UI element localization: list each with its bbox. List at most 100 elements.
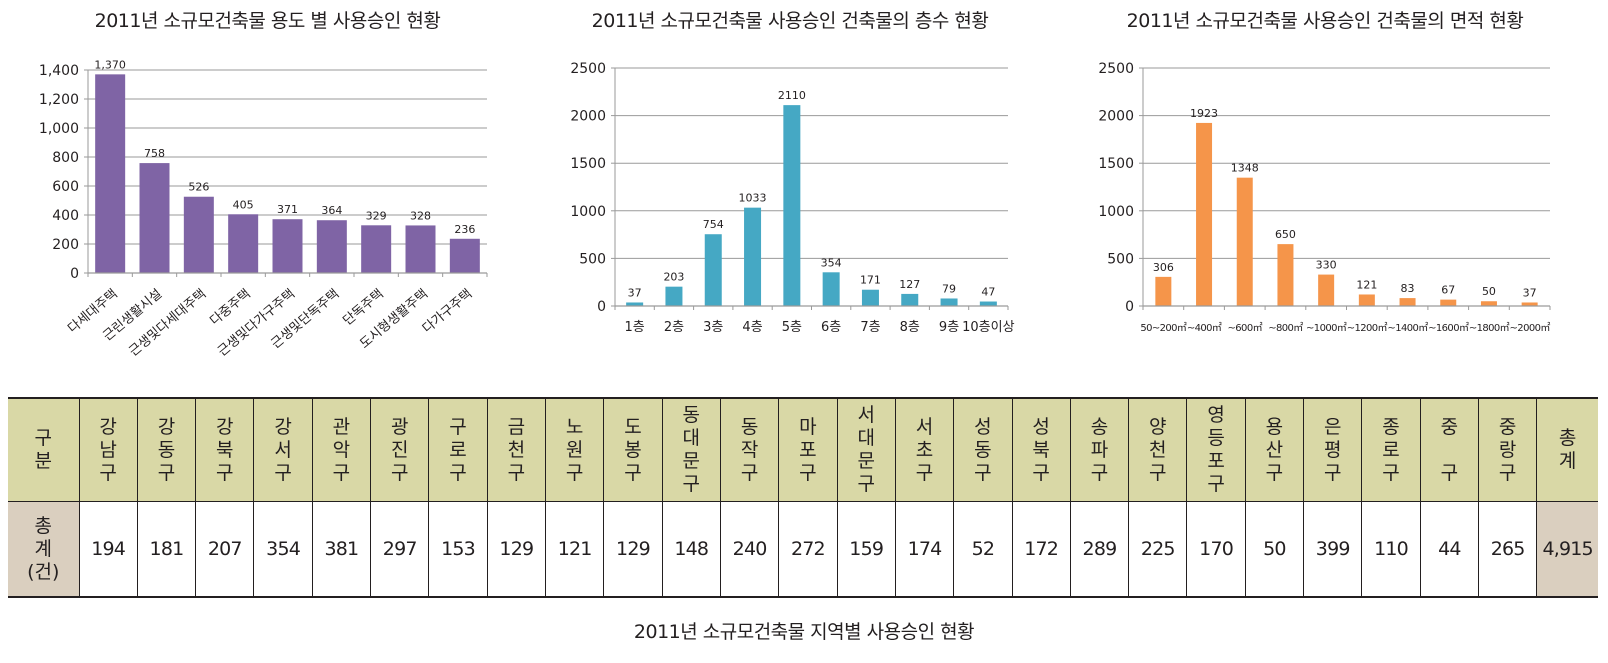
y-tick-label: 1,200 (39, 92, 79, 108)
table-cell: 289 (1069, 501, 1130, 598)
y-tick-label: 0 (1125, 299, 1134, 315)
y-tick-label: 2500 (1098, 61, 1134, 77)
bar (449, 238, 480, 273)
table-cell: 121 (545, 501, 605, 598)
x-tick-label: 8층 (900, 320, 920, 335)
row-label-line: (건) (27, 560, 60, 583)
data-label: 127 (899, 278, 920, 291)
table-cell: 129 (486, 501, 547, 598)
y-tick-label: 800 (52, 150, 79, 166)
x-tick-label: ~1200㎡ (1347, 322, 1388, 334)
table-cell: 129 (603, 501, 663, 598)
bar (901, 293, 919, 306)
data-label: 37 (628, 286, 642, 299)
x-tick-label: ~1600㎡ (1428, 322, 1469, 334)
table-cell: 159 (836, 501, 896, 598)
bar (704, 234, 722, 306)
bar (1277, 244, 1294, 306)
table-cell: 399 (1303, 501, 1363, 598)
bar (405, 225, 436, 273)
table-cell: 297 (370, 501, 430, 598)
bar (95, 74, 126, 273)
table-cell: 194 (78, 501, 138, 598)
bar (665, 286, 683, 306)
data-label: 1348 (1231, 162, 1259, 175)
table-cell: 148 (661, 501, 721, 598)
table-cell: 181 (136, 501, 197, 598)
data-label: 47 (981, 286, 995, 299)
data-label: 121 (1356, 278, 1377, 291)
bar (272, 219, 303, 273)
table-cell: 354 (253, 501, 313, 598)
data-label: 330 (1316, 259, 1337, 272)
data-label: 364 (321, 204, 342, 217)
total-value-cell: 4,915 (1536, 501, 1598, 598)
data-label: 50 (1482, 285, 1496, 298)
y-tick-label: 0 (70, 266, 79, 282)
y-tick-label: 1000 (570, 204, 606, 220)
x-tick-label: 5층 (782, 320, 802, 335)
data-label: 328 (410, 209, 431, 222)
data-label: 236 (454, 223, 475, 236)
table-cell: 225 (1128, 501, 1188, 598)
column-header: 중 구 (1419, 397, 1480, 502)
bar (626, 302, 644, 306)
y-tick-label: 400 (52, 208, 79, 224)
y-tick-label: 200 (52, 237, 79, 253)
data-label: 79 (942, 282, 956, 295)
table-cell: 207 (195, 501, 255, 598)
data-label: 329 (366, 209, 387, 222)
data-label: 203 (663, 271, 684, 284)
bar (1318, 274, 1335, 306)
x-tick-label: 10층이상 (962, 320, 1014, 335)
x-tick-label: 1층 (625, 320, 645, 335)
x-tick-label: 2층 (664, 320, 684, 335)
bar (822, 272, 840, 306)
data-label: 371 (277, 203, 298, 216)
bar (979, 301, 997, 306)
data-label: 758 (144, 147, 165, 160)
data-label: 37 (1523, 286, 1537, 299)
table-cell: 153 (428, 501, 488, 598)
table-cell: 174 (894, 501, 955, 598)
bar (1196, 122, 1213, 307)
bar (228, 214, 259, 273)
data-label: 1033 (739, 192, 767, 205)
data-label: 650 (1275, 228, 1296, 241)
table-cell: 52 (953, 501, 1013, 598)
bar (183, 196, 214, 273)
x-tick-label: 근생및다가구주택 (215, 287, 298, 360)
